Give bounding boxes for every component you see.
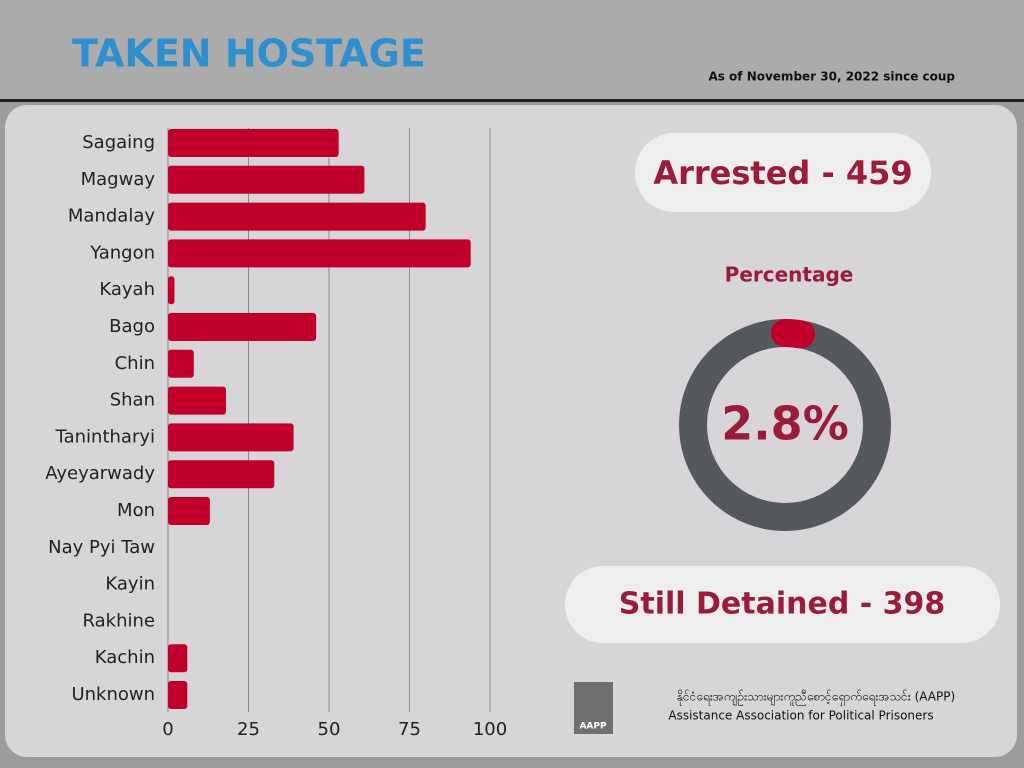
y-tick-label: Shan (110, 390, 155, 411)
x-tick-label: 25 (237, 719, 260, 740)
logo (574, 682, 613, 734)
donut-arc (771, 319, 816, 349)
y-tick-label: Sagaing (82, 132, 155, 153)
y-tick-label: Bago (109, 316, 155, 337)
y-tick-label: Magway (81, 169, 156, 190)
header-band (0, 0, 1024, 99)
bar (168, 386, 226, 415)
y-tick-label: Rakhine (83, 610, 155, 631)
y-tick-label: Mon (117, 500, 155, 521)
org-burmese: နိုင်ငံရေးအကျဉ်းသားများကူညီစောင့်ရှောက်ရ… (677, 689, 955, 707)
x-tick-label: 50 (318, 719, 341, 740)
y-tick-label: Tanintharyi (55, 426, 155, 447)
bar (168, 165, 365, 194)
bar (168, 313, 317, 341)
logo-text: AAPP (579, 722, 607, 732)
x-tick-label: 100 (473, 719, 507, 740)
bar (168, 202, 426, 231)
header-rule (0, 99, 1024, 102)
y-tick-label: Ayeyarwady (45, 463, 155, 484)
y-tick-label: Mandalay (68, 206, 155, 227)
bar (168, 497, 210, 525)
org-english: Assistance Association for Political Pri… (668, 709, 933, 723)
x-tick-label: 0 (162, 719, 173, 740)
bar (168, 423, 294, 452)
y-tick-label: Nay Pyi Taw (48, 537, 155, 558)
donut-title: Percentage (725, 263, 854, 287)
donut-value-label: 2.8% (721, 397, 849, 451)
bar (168, 349, 194, 378)
bar (168, 276, 175, 305)
bar (168, 681, 188, 709)
arrested-stat: Arrested - 459 (653, 154, 912, 192)
page-title: TAKEN HOSTAGE (72, 32, 426, 76)
y-tick-label: Kayin (105, 574, 155, 595)
bar (168, 129, 339, 157)
subtitle: As of November 30, 2022 since coup (708, 70, 955, 84)
y-tick-label: Kachin (95, 647, 155, 668)
detained-stat: Still Detained - 398 (619, 587, 946, 622)
x-tick-label: 75 (398, 719, 421, 740)
bar (168, 239, 471, 268)
stat-pill (635, 133, 931, 212)
y-tick-label: Yangon (89, 242, 155, 263)
bar (168, 644, 188, 673)
y-tick-label: Unknown (71, 684, 155, 705)
stat-pill (565, 566, 1000, 643)
y-tick-label: Chin (115, 353, 155, 374)
bar (168, 460, 275, 489)
y-tick-label: Kayah (99, 279, 155, 300)
